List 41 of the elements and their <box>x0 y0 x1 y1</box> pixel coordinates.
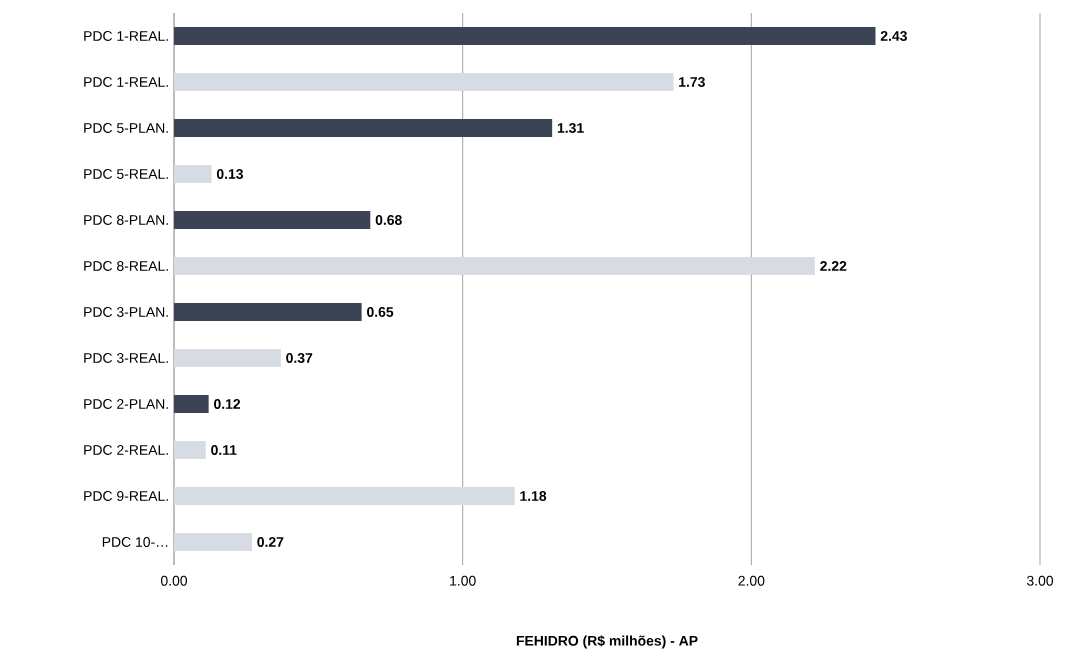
data-label: 0.11 <box>211 445 237 455</box>
y-tick-label: PDC 1-REAL. <box>84 77 168 87</box>
x-tick-label: 2.00 <box>738 575 765 586</box>
y-tick-label: PDC 8-PLAN. <box>84 215 168 225</box>
bar <box>174 211 371 229</box>
data-label: 1.18 <box>520 491 547 501</box>
y-tick-label: PDC 10-… <box>102 537 168 547</box>
data-label: 0.65 <box>367 307 394 317</box>
x-tick-label: 3.00 <box>1026 575 1054 586</box>
y-tick-label: PDC 2-REAL. <box>84 445 168 455</box>
bar <box>174 487 515 505</box>
bar <box>174 257 815 275</box>
data-label: 0.13 <box>216 169 244 179</box>
y-tick-label: PDC 8-REAL. <box>84 261 168 271</box>
data-label: 0.68 <box>375 215 402 225</box>
y-tick-label: PDC 5-PLAN. <box>84 123 168 133</box>
data-label: 2.22 <box>820 261 847 271</box>
y-tick-label: PDC 5-REAL. <box>84 169 168 179</box>
bar <box>174 395 209 413</box>
y-tick-label: PDC 2-PLAN. <box>84 399 168 409</box>
bar <box>174 119 553 137</box>
y-tick-label: PDC 1-REAL. <box>84 31 168 41</box>
bar <box>174 303 362 321</box>
y-tick-label: PDC 3-PLAN. <box>84 307 168 317</box>
data-label: 2.43 <box>880 31 907 41</box>
bar <box>174 27 876 45</box>
data-label: 0.12 <box>214 399 241 409</box>
bar <box>174 441 206 459</box>
data-label: 0.37 <box>286 353 313 363</box>
bar <box>174 349 281 367</box>
bar <box>174 165 212 183</box>
y-tick-label: PDC 9-REAL. <box>84 491 168 501</box>
bar <box>174 73 674 91</box>
data-label: 1.31 <box>557 123 584 133</box>
data-label: 0.27 <box>257 537 284 547</box>
data-label: 1.73 <box>679 77 705 87</box>
x-tick-label: 0.00 <box>160 575 188 586</box>
x-axis-title: FEHIDRO (R$ milhões) - AP <box>516 635 698 649</box>
bar <box>174 533 252 551</box>
x-tick-label: 1.00 <box>450 575 476 586</box>
y-tick-label: PDC 3-REAL. <box>84 353 168 363</box>
